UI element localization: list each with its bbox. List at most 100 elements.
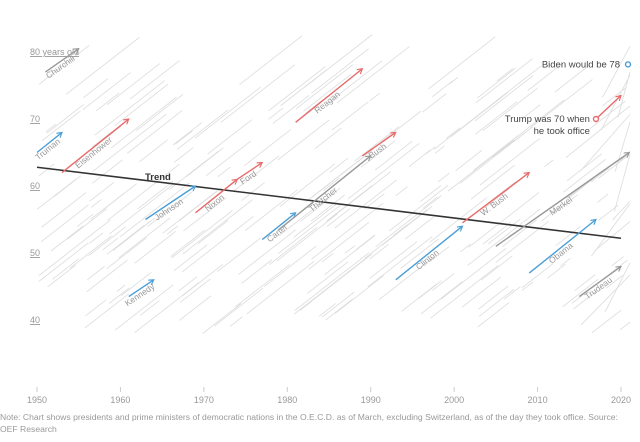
background-leader-line bbox=[182, 263, 224, 296]
background-leader-line bbox=[470, 164, 515, 200]
background-leader-line bbox=[422, 196, 438, 209]
leader-arrow-clinton bbox=[395, 225, 464, 281]
background-leader-line bbox=[429, 197, 488, 243]
background-leader-line bbox=[312, 155, 367, 198]
background-leader-line bbox=[109, 184, 174, 235]
background-leader-line bbox=[492, 139, 515, 158]
background-leader-line bbox=[479, 138, 541, 186]
background-leader-line bbox=[111, 96, 177, 149]
background-leader-line bbox=[429, 246, 450, 263]
background-leader-line bbox=[374, 140, 413, 171]
background-leader-line bbox=[92, 113, 167, 172]
background-leader-line bbox=[174, 130, 193, 145]
background-leader-line bbox=[521, 263, 554, 289]
background-leader-line bbox=[308, 221, 370, 270]
background-leader-line bbox=[119, 182, 190, 238]
background-leader-line bbox=[521, 104, 541, 120]
background-leader-line bbox=[241, 182, 265, 201]
background-leader-line bbox=[83, 78, 109, 98]
background-leader-line bbox=[602, 87, 627, 107]
background-leader-line bbox=[263, 245, 317, 287]
background-leader-line bbox=[180, 278, 211, 303]
background-leader-line bbox=[590, 167, 610, 183]
background-leader-line bbox=[85, 299, 107, 317]
background-leader-line bbox=[137, 180, 174, 210]
background-leader-line bbox=[364, 209, 428, 259]
leader-label: Churchill bbox=[44, 53, 77, 80]
background-leader-line bbox=[296, 64, 354, 110]
background-leader-line bbox=[38, 242, 89, 282]
background-leader-line bbox=[602, 46, 631, 98]
background-leader-line bbox=[126, 110, 183, 154]
background-leader-line bbox=[420, 281, 463, 315]
background-leader-line bbox=[87, 266, 105, 281]
background-leader-line bbox=[375, 195, 442, 248]
leader-label: Eisenhower bbox=[73, 135, 114, 171]
leader-arrow-ford bbox=[236, 161, 264, 180]
background-leader-line bbox=[331, 101, 369, 131]
background-leader-line bbox=[447, 141, 511, 192]
background-leader-line bbox=[547, 263, 566, 279]
background-leader-line bbox=[388, 184, 449, 232]
background-leader-line bbox=[46, 104, 84, 134]
background-leader-line bbox=[229, 316, 243, 327]
background-leader-line bbox=[220, 64, 296, 123]
background-leader-line bbox=[82, 72, 131, 110]
background-leader-line bbox=[172, 122, 202, 146]
background-leader-line bbox=[293, 256, 368, 315]
background-leader-line bbox=[52, 258, 80, 280]
leader-label: Truman bbox=[33, 136, 62, 162]
background-leader-line bbox=[598, 154, 630, 179]
background-leader-line bbox=[594, 221, 631, 251]
background-leader-line bbox=[360, 140, 396, 168]
trend-label: Trend bbox=[145, 172, 171, 183]
background-leader-line bbox=[369, 241, 418, 279]
background-leader-line bbox=[171, 210, 233, 259]
background-leader-line bbox=[324, 235, 375, 276]
background-leader-line bbox=[66, 208, 107, 240]
leader-label: Obama bbox=[547, 240, 575, 265]
background-leader-line bbox=[65, 37, 140, 95]
background-leader-line bbox=[488, 218, 521, 245]
background-leader-line bbox=[325, 298, 353, 321]
background-leader-line bbox=[217, 166, 231, 178]
background-leader-line bbox=[88, 232, 104, 244]
background-leader-line bbox=[347, 143, 420, 200]
background-leader-line bbox=[139, 139, 168, 163]
background-leader-line bbox=[560, 257, 571, 267]
background-leader-line bbox=[311, 48, 369, 94]
background-leader-line bbox=[478, 285, 509, 310]
background-leader-line bbox=[612, 201, 631, 221]
background-leader-line bbox=[186, 161, 206, 176]
leader-arrow-truman bbox=[36, 131, 63, 154]
background-leader-line bbox=[106, 225, 145, 255]
background-leader-line bbox=[475, 101, 518, 135]
background-leader-line bbox=[299, 201, 327, 222]
background-leader-line bbox=[408, 149, 431, 167]
trump-marker bbox=[592, 115, 600, 123]
leader-label: Trudeau bbox=[583, 275, 614, 302]
background-leader-line bbox=[356, 234, 376, 250]
background-leader-line bbox=[474, 75, 534, 122]
background-leader-line bbox=[611, 256, 624, 267]
background-leader-line bbox=[120, 272, 152, 297]
background-leader-line bbox=[334, 179, 397, 229]
background-leader-line bbox=[498, 132, 526, 154]
background-leader-line bbox=[544, 159, 554, 168]
background-leader-line bbox=[496, 65, 542, 101]
x-tick-label: 2020 bbox=[611, 395, 631, 405]
background-leader-line bbox=[170, 229, 205, 257]
background-leader-line bbox=[108, 287, 130, 304]
background-leader-line bbox=[404, 216, 434, 240]
background-leader-line bbox=[167, 225, 179, 235]
background-leader-line bbox=[328, 60, 383, 103]
background-leader-line bbox=[401, 283, 437, 312]
background-leader-line bbox=[613, 154, 631, 212]
background-leader-line bbox=[278, 187, 341, 237]
background-leader-line bbox=[468, 192, 540, 248]
leader-label: Nixon bbox=[203, 192, 226, 214]
background-leader-line bbox=[497, 99, 565, 153]
background-leader-line bbox=[306, 261, 349, 294]
y-tick-label: 40 bbox=[30, 315, 40, 325]
background-leader-line bbox=[198, 220, 229, 244]
